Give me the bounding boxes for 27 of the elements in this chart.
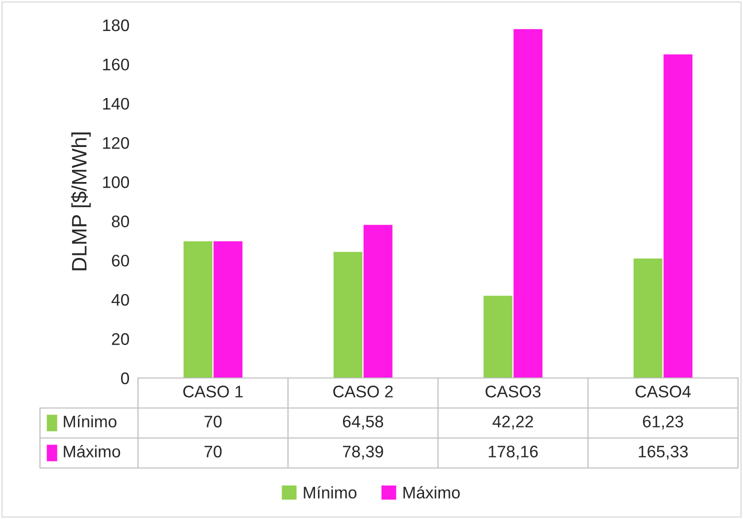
y-tick-label: 80 [112, 216, 130, 228]
y-tick-label: 0 [121, 372, 130, 384]
legend-label: Máximo [404, 486, 460, 499]
data-label: 70 [204, 446, 222, 458]
data-label: 165,33 [638, 446, 688, 460]
y-tick-label: 40 [112, 294, 130, 306]
x-tick-label: CASO4 [636, 386, 691, 398]
data-label: 70 [204, 416, 222, 428]
data-label: 64,58 [342, 416, 384, 430]
y-tick-label: 140 [103, 98, 130, 110]
y-tick-label: 160 [103, 58, 130, 70]
data-label: 42,22 [492, 416, 534, 430]
y-axis-title: DLMP [$/MWh] [71, 132, 91, 270]
y-tick-label: 180 [103, 19, 130, 32]
y-tick-label: 100 [103, 176, 130, 188]
x-tick-label: CASO 2 [333, 386, 393, 398]
text: Mínimo [304, 486, 356, 499]
data-label: 78,39 [343, 446, 384, 460]
legend-label: Mínimo [64, 415, 116, 428]
x-tick-label: CASO 1 [183, 386, 243, 398]
data-label: 178,16 [488, 446, 538, 460]
data-label: 61,23 [642, 416, 684, 430]
y-tick-label: 120 [103, 137, 130, 149]
y-tick-label: 20 [112, 333, 130, 345]
y-tick-label: 60 [112, 254, 130, 267]
text: Máximo [64, 445, 120, 458]
x-tick-label: CASO3 [486, 386, 541, 398]
